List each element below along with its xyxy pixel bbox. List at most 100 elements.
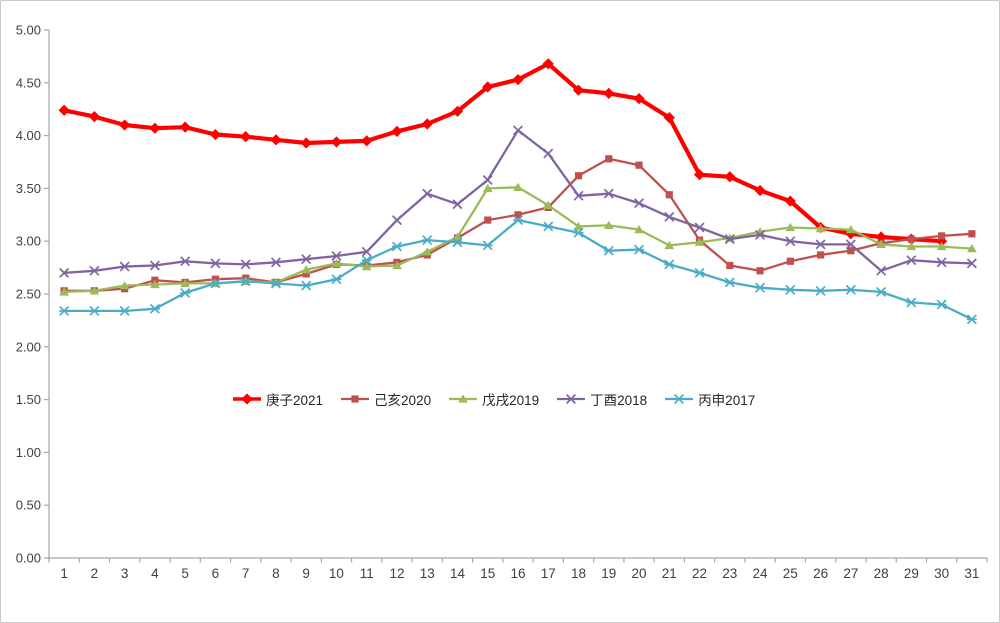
data-marker [634, 198, 645, 209]
data-marker [361, 261, 372, 271]
data-marker [664, 259, 675, 270]
data-marker [603, 87, 615, 99]
data-marker [513, 182, 523, 192]
legend-label: 丁酉2018 [590, 393, 648, 408]
data-marker [876, 286, 887, 297]
x-axis-tick-label: 20 [632, 566, 647, 581]
x-axis-tick-label: 9 [302, 566, 310, 581]
legend-label: 丙申2017 [698, 393, 756, 408]
data-marker [846, 224, 856, 234]
data-marker [422, 247, 433, 256]
data-marker [88, 110, 100, 123]
data-marker [603, 220, 614, 230]
data-marker [605, 155, 613, 163]
data-marker [572, 84, 585, 96]
data-marker [693, 169, 706, 181]
data-marker [966, 258, 977, 269]
legend-item-gengzi-2021: 庚子2021 [232, 389, 323, 409]
x-axis-tick-label: 11 [360, 566, 374, 581]
y-axis-tick-label: 5.00 [16, 23, 41, 38]
data-marker [59, 305, 70, 316]
data-marker [574, 172, 583, 180]
data-marker [59, 287, 69, 296]
data-marker [512, 215, 524, 226]
data-marker [512, 74, 524, 86]
data-marker [665, 191, 673, 199]
data-marker [845, 284, 856, 295]
series-markers-4 [59, 215, 977, 325]
x-axis-tick-label: 13 [420, 566, 435, 581]
x-axis-tick-label: 16 [510, 566, 525, 581]
data-marker [847, 247, 855, 255]
data-marker [331, 258, 342, 268]
y-axis-tick-label: 0.50 [16, 498, 41, 513]
data-marker [361, 246, 372, 257]
x-axis-tick-label: 7 [242, 566, 250, 581]
legend-item-wuxu-2019: 戊戌2019 [448, 389, 539, 409]
x-axis-tick-label: 29 [904, 566, 919, 581]
data-marker [482, 81, 494, 93]
data-marker [968, 230, 976, 238]
y-axis-tick-label: 0.00 [16, 551, 41, 566]
data-marker [301, 254, 312, 265]
data-marker [180, 278, 190, 288]
data-marker [966, 314, 977, 325]
data-marker [906, 255, 917, 266]
data-marker [89, 305, 100, 316]
data-marker [816, 251, 825, 259]
series-markers-2 [59, 182, 977, 296]
data-marker [694, 267, 705, 278]
x-axis-tick-label: 5 [181, 566, 189, 581]
data-marker [482, 174, 493, 185]
data-marker [302, 270, 310, 278]
data-marker [543, 221, 554, 232]
data-marker [566, 393, 577, 405]
data-marker [422, 188, 433, 199]
legend-label: 己亥2020 [374, 393, 432, 408]
data-marker [938, 232, 946, 240]
data-marker [815, 285, 826, 296]
x-axis-tick-label: 17 [541, 566, 556, 581]
x-axis-tick-label: 27 [843, 566, 858, 581]
series-markers-3 [59, 125, 977, 278]
data-marker [724, 171, 736, 183]
legend: 庚子2021 己亥2020 戊戌2019 丁酉2018 丙申2017 [232, 389, 755, 409]
data-marker [361, 135, 373, 147]
x-axis-tick-label: 1 [60, 566, 68, 581]
x-axis-tick-label: 24 [753, 566, 769, 581]
data-marker [351, 395, 359, 403]
series-line-3 [62, 129, 974, 275]
data-marker [331, 250, 342, 261]
x-axis-tick-label: 23 [722, 566, 737, 581]
x-axis-tick-label: 14 [450, 566, 466, 581]
data-marker [240, 259, 251, 270]
x-axis-tick-label: 6 [212, 566, 220, 581]
data-marker [694, 222, 705, 233]
data-marker [452, 199, 463, 210]
y-axis-tick-label: 3.50 [16, 181, 41, 196]
data-marker [663, 112, 675, 124]
data-marker [907, 235, 915, 243]
data-marker [180, 287, 191, 298]
data-marker [876, 239, 886, 249]
data-marker [786, 257, 794, 265]
data-marker [119, 261, 130, 272]
data-marker [664, 211, 675, 222]
series-line-4 [62, 218, 974, 321]
data-marker [906, 297, 917, 308]
data-marker [240, 276, 251, 287]
series-line-0 [61, 61, 944, 244]
legend-item-jihai-2020: 己亥2020 [340, 389, 431, 409]
y-axis-tick-label: 1.00 [16, 445, 41, 460]
data-marker [815, 239, 826, 250]
x-axis-tick-label: 12 [389, 566, 404, 581]
data-marker [484, 216, 492, 224]
x-axis-tick-label: 26 [813, 566, 828, 581]
data-marker [150, 279, 160, 289]
data-marker [482, 240, 493, 251]
data-marker [119, 280, 130, 290]
legend-marker-square-icon [340, 392, 370, 406]
x-axis-tick-label: 30 [934, 566, 949, 581]
data-marker [664, 240, 675, 250]
x-axis-tick-label: 22 [692, 566, 707, 581]
